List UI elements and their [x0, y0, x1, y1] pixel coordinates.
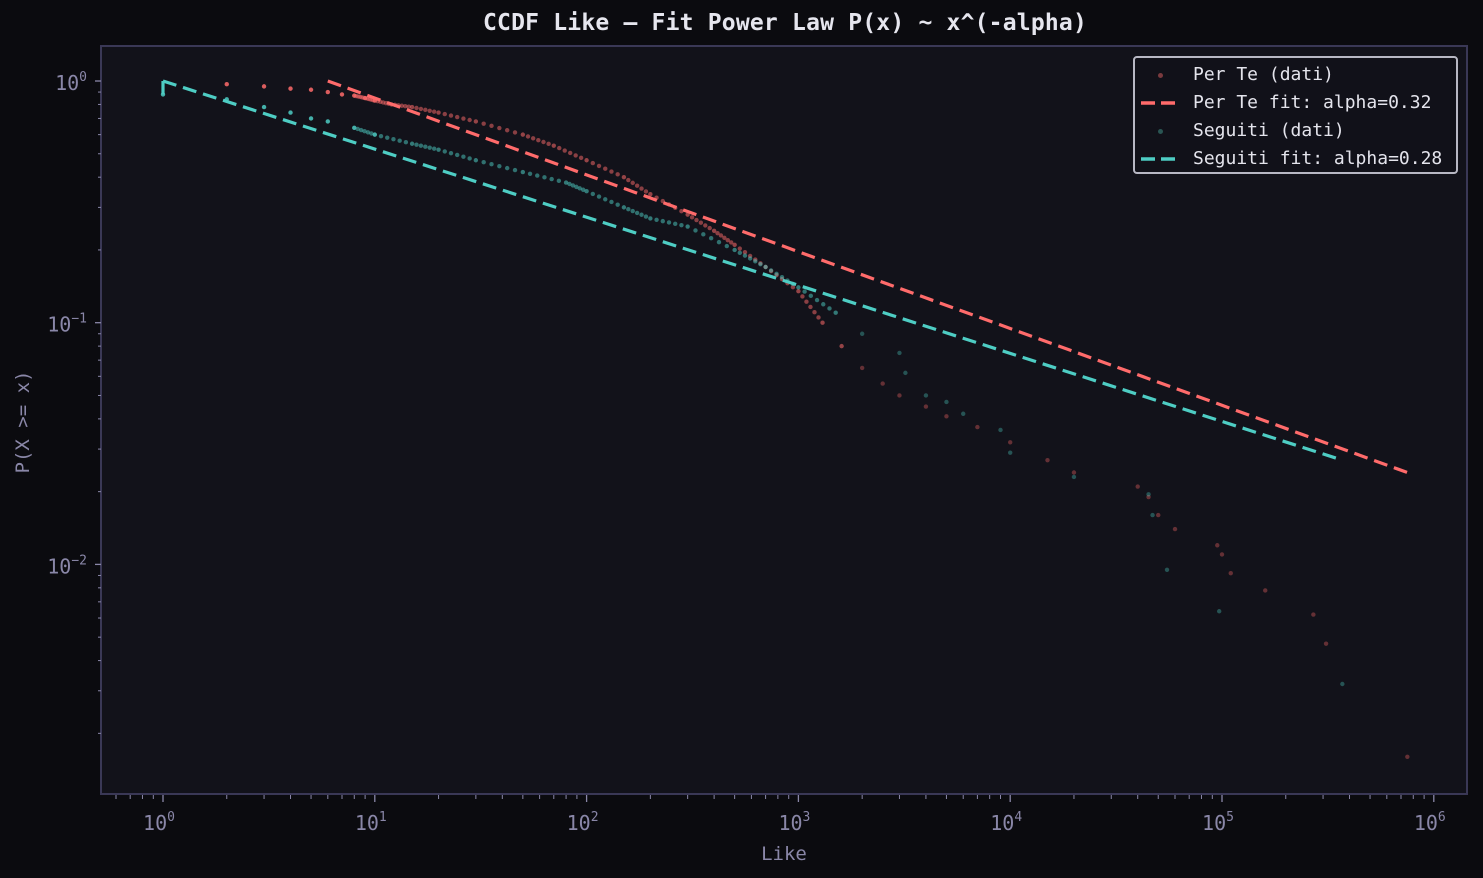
- x-tick-label: 106: [1414, 810, 1446, 835]
- legend-label: Per Te fit: alpha=0.32: [1193, 92, 1432, 113]
- y-tick-label: 10−1: [47, 312, 87, 337]
- fit-line: [162, 79, 1343, 462]
- x-axis-ticks: 100 101 102 103 104 105 106: [115, 795, 1446, 835]
- y-axis-label: P(X >= x): [12, 371, 34, 474]
- x-tick-label: 102: [567, 810, 599, 835]
- x-tick-label: 101: [355, 810, 387, 835]
- y-tick-label: 100: [55, 70, 87, 95]
- legend-item-seguiti-data: Seguiti (dati): [1135, 117, 1456, 145]
- scatter-dot-icon: [1158, 73, 1163, 78]
- chart-title: CCDF Like — Fit Power Law P(x) ~ x^(-alp…: [482, 10, 1088, 36]
- x-tick-label: 100: [143, 810, 175, 835]
- legend-item-per-te-data: Per Te (dati): [1135, 61, 1456, 89]
- legend-label: Per Te (dati): [1193, 64, 1334, 85]
- legend-item-seguiti-fit: Seguiti fit: alpha=0.28: [1135, 145, 1456, 173]
- x-tick-label: 104: [990, 810, 1022, 835]
- legend-label: Seguiti fit: alpha=0.28: [1193, 148, 1443, 169]
- y-tick-label: 10−2: [47, 553, 87, 578]
- fit-lines: [161, 79, 1408, 475]
- x-axis-label: Like: [761, 843, 807, 865]
- fit-line: [327, 79, 1408, 475]
- scatter-series: [224, 81, 1410, 759]
- y-axis-ticks: 100 10−1 10−2: [47, 70, 101, 734]
- legend: Per Te (dati) Per Te fit: alpha=0.32 Seg…: [1133, 56, 1458, 174]
- x-tick-label: 105: [1202, 810, 1234, 835]
- legend-label: Seguiti (dati): [1193, 120, 1345, 141]
- legend-item-per-te-fit: Per Te fit: alpha=0.32: [1135, 89, 1456, 117]
- scatter-dot-icon: [1158, 129, 1163, 134]
- x-tick-label: 103: [778, 810, 810, 835]
- dashed-line-icon: [1141, 101, 1181, 105]
- dashed-line-icon: [1141, 157, 1181, 161]
